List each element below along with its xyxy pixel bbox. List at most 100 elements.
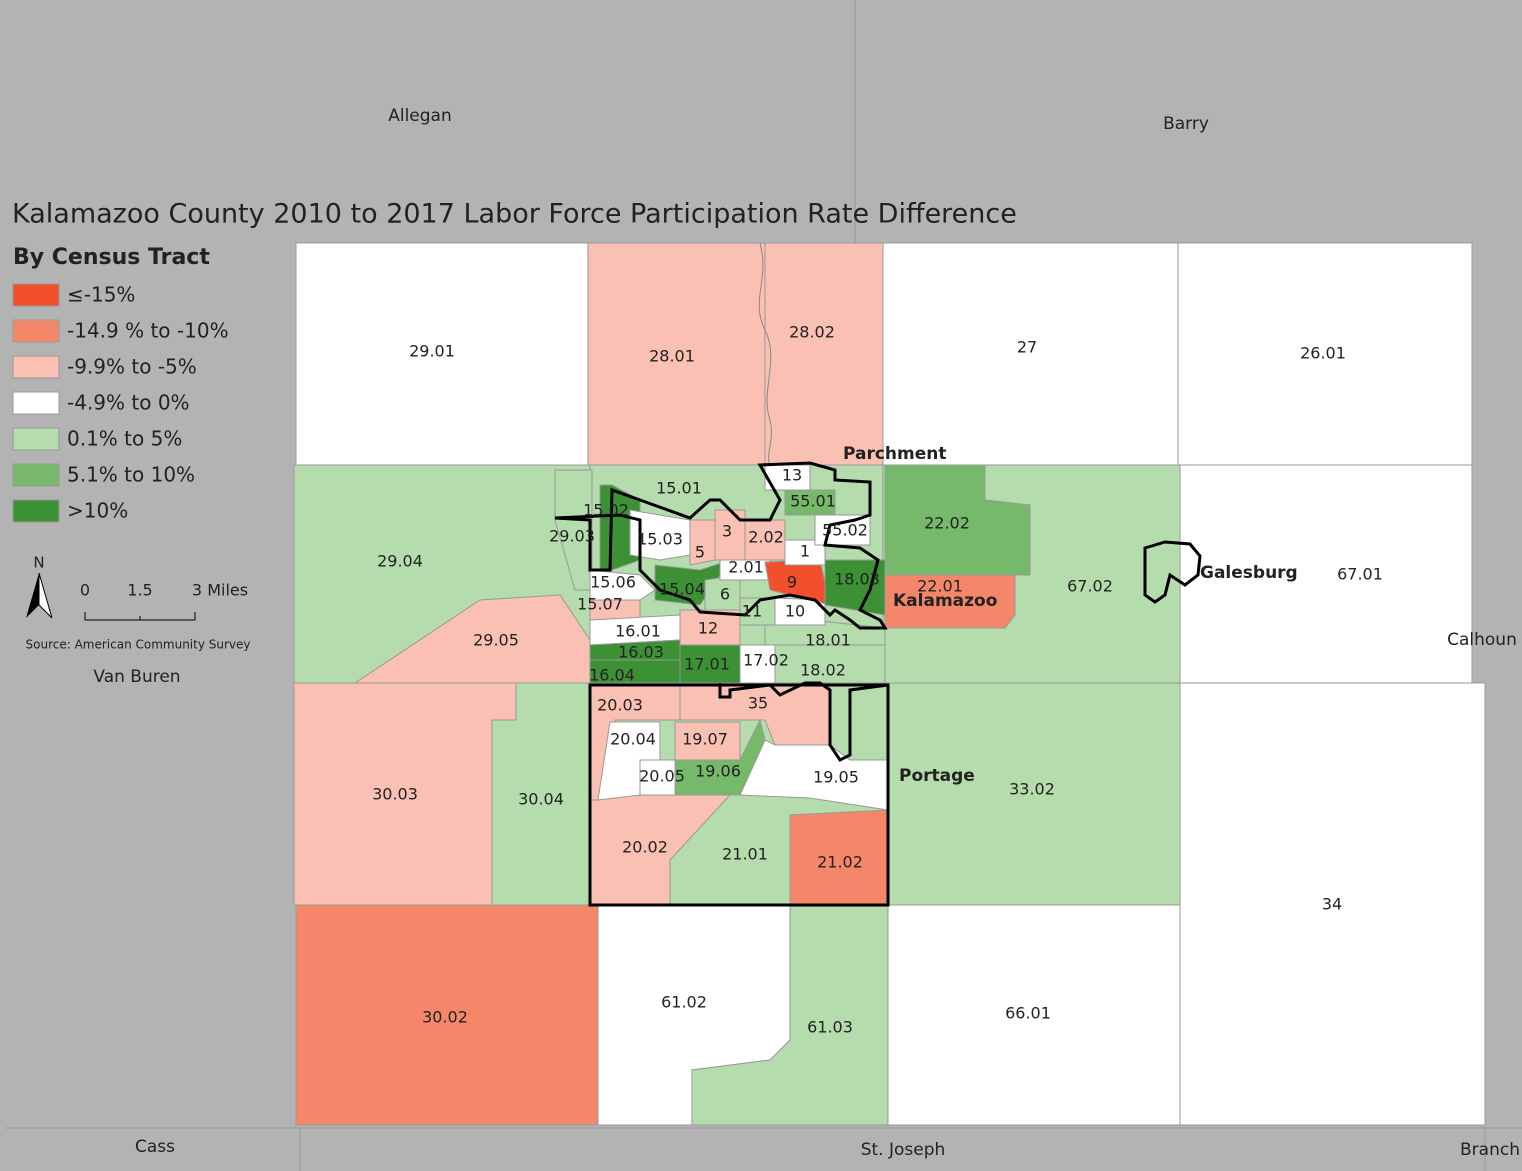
tract [639,759,676,796]
tract-label: 18.03 [834,570,880,589]
tract-label: 13 [782,466,802,485]
tract-label: 15.07 [577,595,623,614]
tract-label: 20.04 [610,730,656,749]
tract-label: 67.02 [1067,577,1113,596]
tract-label: 29.01 [409,342,455,361]
tract-label: 19.06 [695,762,741,781]
legend-label: -4.9% to 0% [67,391,190,415]
tract [554,469,593,591]
legend-label: 5.1% to 10% [67,463,195,487]
tract-label: 27 [1017,338,1037,357]
tract-label: 18.01 [805,631,851,650]
tract-label: 11 [742,602,762,621]
legend-label: ≤-15% [67,283,135,307]
tract-label: 1 [800,542,810,561]
tract [814,514,871,546]
tract-label: 33.02 [1009,780,1055,799]
tract-label: 17.01 [684,655,730,674]
tract-label: 15.02 [583,501,629,520]
galesburg-boundary [1143,540,1202,604]
tract-label: 66.01 [1005,1004,1051,1023]
legend-label: -14.9 % to -10% [67,319,229,343]
tract-label: 17.02 [743,651,789,670]
tract-label: 29.03 [549,527,595,546]
tract [824,559,886,616]
tract-label: 20.05 [639,767,685,786]
legend-swatch [12,499,60,523]
tract-label: 12 [698,619,718,638]
tract-label: 10 [785,602,805,621]
place-label: Parchment [843,444,947,464]
north-arrow [38,572,53,619]
county-label: Van Buren [93,667,180,687]
tract-label: 22.02 [924,514,970,533]
legend-title: By Census Tract [13,245,210,270]
tract-label: 15.03 [637,530,683,549]
kalamazoo-boundary [554,461,888,630]
tract [764,242,884,466]
tract-label: 5 [695,543,705,562]
tract-label: 26.01 [1300,344,1346,363]
legend-swatch [12,427,60,451]
county-label: Barry [1163,114,1209,134]
overlay [5,0,1522,1171]
tract-label: 35 [748,694,768,713]
tract [884,574,1016,629]
legend-swatch [12,463,60,487]
scale-label: 0 [80,581,90,600]
tract-label: 16.01 [615,622,661,641]
tract-label: 61.02 [661,993,707,1012]
county-label: Allegan [388,106,452,126]
tract-label: 2.01 [728,558,764,577]
tract-label: 30.03 [372,785,418,804]
legend-label: 0.1% to 5% [67,427,182,451]
tract-label: 19.05 [813,768,859,787]
scale-label: 1.5 [127,581,152,600]
tract-label: 55.02 [822,521,868,540]
tract-label: 15.06 [590,573,636,592]
portage-boundary [588,683,890,907]
legend: ≤-15% -14.9 % to -10% -9.9% to -5% -4.9% to… [12,283,229,523]
scale-bar [84,612,196,621]
tract-label: 28.02 [789,323,835,342]
tract-label: 3 [722,522,732,541]
tract-label: 20.03 [597,696,643,715]
tract-label: 21.02 [817,853,863,872]
tract-label: 55.01 [790,492,836,511]
tract-label: 29.05 [473,631,519,650]
tract-label: 6 [720,585,730,604]
county-label: Branch [1460,1140,1520,1160]
tract-label: 30.04 [518,790,564,809]
source: Source: American Community Survey [26,638,251,652]
tract-border [758,242,772,466]
tract-label: 21.01 [722,845,768,864]
tract-label: 29.04 [377,552,423,571]
place-label: Galesburg [1200,563,1298,583]
tract-label: 34 [1322,895,1342,914]
place-label: Portage [899,766,975,786]
tract [1179,682,1486,1126]
legend-label: >10% [67,499,128,523]
legend-label: -9.9% to -5% [67,355,197,379]
tract-label: 9 [787,573,797,592]
legend-swatch [12,391,60,415]
tracts [293,242,1486,1126]
tract-label: 67.01 [1337,565,1383,584]
tract-label: 61.03 [807,1018,853,1037]
map-title: Kalamazoo County 2010 to 2017 Labor Forc… [12,199,1017,230]
tract-label: 2.02 [748,528,784,547]
legend-swatch [12,355,60,379]
tract-label: 19.07 [682,730,728,749]
scale-label: 3 Miles [192,581,248,600]
tract [739,739,889,811]
north-arrow [26,573,39,618]
tract-label: 20.02 [622,838,668,857]
north-label: N [33,554,44,572]
place-label: Kalamazoo [893,591,997,611]
tract-label: 15.04 [659,580,705,599]
tract-label: 16.04 [589,666,635,685]
legend-swatch [12,283,60,307]
legend-swatch [12,319,60,343]
tract-label: 28.01 [649,347,695,366]
county-label: Calhoun [1447,630,1517,650]
